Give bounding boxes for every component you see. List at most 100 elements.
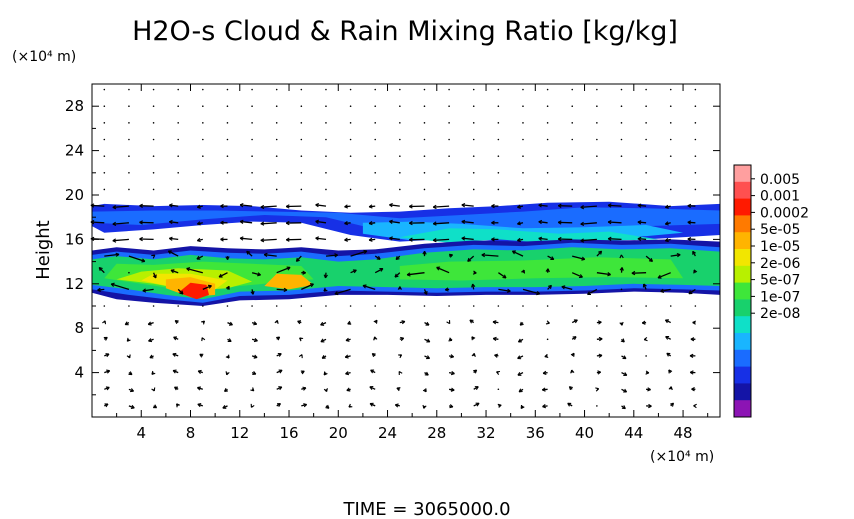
wind-vector-head [692, 250, 697, 255]
wind-vector-head [376, 255, 381, 260]
wind-vector [694, 88, 697, 91]
wind-vector-head [666, 352, 671, 357]
wind-vector-head [518, 388, 523, 393]
wind-vector-head [622, 355, 627, 360]
wind-vector-head [619, 321, 624, 326]
wind-vector [645, 172, 647, 174]
wind-vector-head [126, 337, 131, 342]
wind-vector [620, 155, 623, 157]
wind-vector [112, 238, 129, 242]
colorbar-swatch [734, 366, 751, 384]
wind-vector-head [105, 386, 110, 391]
wind-vector [522, 105, 524, 107]
wind-vector-head [623, 372, 628, 376]
wind-vector [325, 105, 327, 107]
colorbar-swatch [734, 165, 751, 183]
wind-vector [448, 305, 450, 307]
wind-vector-head [641, 320, 646, 325]
wind-vector [423, 188, 426, 191]
wind-vector-head [152, 274, 157, 279]
wind-vector [275, 122, 278, 124]
wind-vector [374, 105, 377, 107]
wind-vector-head [151, 254, 156, 259]
wind-vector-head [285, 237, 290, 242]
colorbar-frame [733, 164, 752, 418]
wind-vector [620, 305, 623, 307]
wind-vector [90, 204, 105, 207]
wind-vector-head [517, 355, 522, 360]
wind-vector-head [115, 252, 120, 257]
y-tick-label: 12 [65, 275, 84, 293]
colorbar-swatch [734, 282, 751, 300]
wind-vector-head [389, 236, 393, 241]
x-tick-label: 20 [329, 424, 348, 442]
wind-vector-head [103, 336, 108, 341]
wind-vector [111, 283, 130, 291]
wind-vector [498, 288, 511, 292]
wind-vector-head [502, 274, 507, 279]
wind-vector [580, 205, 597, 209]
wind-vector [669, 305, 672, 307]
wind-vector-head [491, 237, 495, 242]
wind-vector-head [637, 220, 642, 225]
wind-vector-head [199, 353, 204, 358]
wind-vector [275, 155, 278, 157]
wind-vector-head [448, 337, 453, 342]
wind-vector-head [517, 371, 522, 376]
wind-vector-head [334, 291, 339, 296]
wind-vector [571, 88, 574, 91]
wind-vector [645, 138, 647, 141]
wind-vector [571, 188, 574, 191]
wind-vector [325, 172, 327, 174]
wind-vector-head [298, 354, 303, 359]
wind-vector [522, 188, 524, 191]
wind-vector-head [492, 320, 497, 325]
wind-vector-head [394, 403, 399, 408]
wind-vector-head [542, 404, 546, 409]
wind-vector [103, 172, 106, 174]
wind-vector [472, 138, 475, 141]
wind-vector-head [538, 236, 543, 241]
wind-vector [177, 188, 179, 191]
wind-vector-head [645, 370, 650, 375]
wind-vector [202, 88, 204, 91]
wind-vector [246, 250, 253, 257]
wind-vector-head [141, 258, 146, 263]
wind-vector-head [263, 252, 268, 258]
wind-vector [264, 253, 277, 257]
x-tick-label: 32 [476, 424, 495, 442]
colorbar-label: 2e-08 [760, 306, 800, 322]
colorbar-label: 1e-05 [760, 239, 800, 255]
wind-vector [374, 138, 377, 141]
wind-vector [374, 122, 377, 124]
wind-vector [448, 155, 450, 157]
wind-vector-head [619, 267, 624, 271]
wind-vector [620, 288, 623, 291]
wind-vector [399, 188, 401, 191]
wind-vector-head [110, 282, 115, 287]
wind-vector [202, 105, 204, 107]
wind-vector-head [283, 287, 288, 293]
wind-vector [202, 138, 204, 141]
x-tick-label: 28 [427, 424, 446, 442]
wind-vector-head [676, 252, 681, 258]
colorbar-label: 0.005 [760, 172, 800, 188]
wind-vector-head [446, 320, 451, 325]
wind-vector [128, 88, 130, 91]
colorbar-swatch [734, 181, 751, 200]
wind-vector-head [664, 221, 669, 226]
wind-vector-head [623, 388, 628, 393]
wind-vector-head [545, 320, 550, 325]
wind-vector [631, 272, 647, 274]
wind-vector-head [225, 354, 230, 359]
wind-vector-head [220, 237, 224, 242]
wind-vector-head [664, 204, 669, 209]
wind-vector-head [368, 220, 373, 226]
wind-vector-head [252, 371, 257, 376]
wind-vector-head [621, 405, 626, 410]
wind-vector-head [197, 403, 202, 408]
wind-vector-head [196, 237, 201, 243]
wind-vector-head [142, 288, 147, 293]
colorbar: 0.0050.0010.00025e-051e-052e-065e-071e-0… [733, 164, 809, 418]
wind-vector [596, 305, 598, 307]
